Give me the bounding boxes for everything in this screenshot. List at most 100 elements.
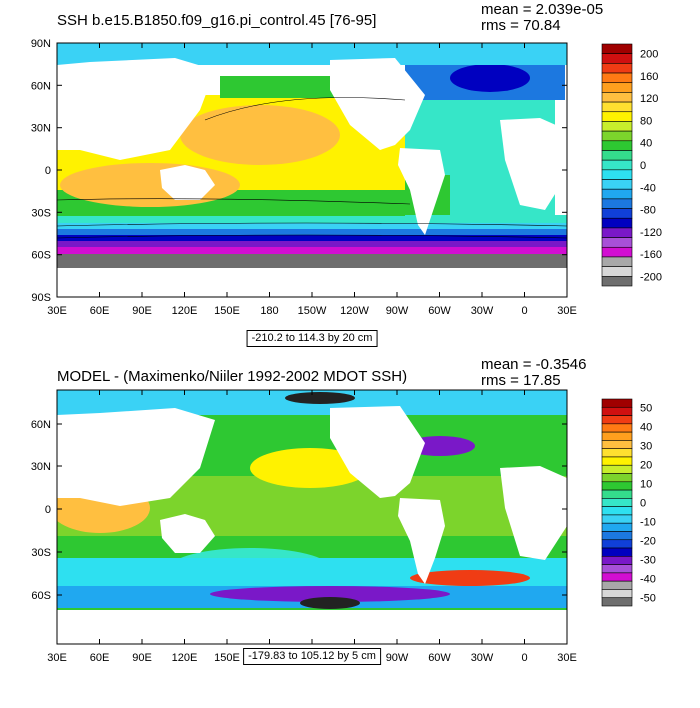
colorbar-swatch	[601, 498, 633, 507]
africa	[500, 466, 567, 560]
lat-tick-label: 90N	[31, 38, 51, 50]
acc-band-lightblue	[57, 222, 567, 229]
colorbar-label: 0	[640, 498, 646, 510]
colorbar-swatch	[601, 580, 633, 590]
lon-tick-label: 30W	[471, 305, 494, 317]
colorbar-label: 200	[640, 49, 658, 61]
contour-line	[57, 198, 411, 205]
lon-tick-label: 30W	[471, 652, 494, 664]
colorbar-swatch	[601, 43, 633, 54]
colorbar-swatch	[601, 92, 633, 103]
acc-band-purple	[57, 240, 567, 247]
latitude-ticks: 60N 30N 0 30S 60S	[31, 419, 567, 602]
contour-line	[204, 97, 406, 121]
lat-tick-label: 90S	[31, 292, 51, 304]
colorbar-swatch	[601, 522, 633, 532]
lon-tick-label: 90W	[386, 305, 409, 317]
lon-tick-label: 60W	[428, 652, 451, 664]
colorbar-swatch	[601, 82, 633, 93]
colorbar-label: -80	[640, 205, 656, 217]
colorbar-swatch	[601, 481, 633, 491]
colorbar-label: 20	[640, 459, 652, 471]
malvinas-anomaly	[410, 570, 530, 586]
north-america	[330, 58, 425, 150]
colorbar-swatch	[601, 398, 633, 408]
colorbar-label: -120	[640, 227, 662, 239]
lat-tick-label: 60N	[31, 419, 51, 431]
colorbar-swatch	[601, 256, 633, 267]
colorbar-swatch	[601, 169, 633, 180]
map-figure: 90N 60N 30N 0 30S 60S 90S 30E 60E 90E 120E 150E 180…	[31, 38, 662, 317]
lon-tick-label: 150E	[214, 652, 240, 664]
colorbar-label: 0	[640, 160, 646, 172]
colorbar-label: 10	[640, 478, 652, 490]
lat-tick-label: 60S	[31, 250, 51, 262]
colorbar-label: -30	[640, 555, 656, 567]
colorbar-label: -200	[640, 271, 662, 283]
colorbar-label: 40	[640, 421, 652, 433]
lon-tick-label: 150E	[214, 305, 240, 317]
colorbar-swatch	[601, 227, 633, 238]
contour-range-label: -179.83 to 105.12 by 5 cm	[243, 648, 381, 665]
colorbar-swatch	[601, 597, 633, 607]
lon-tick-label: 180	[260, 305, 278, 317]
south-america	[398, 148, 445, 235]
lat-tick-label: 30N	[31, 123, 51, 135]
australia	[160, 514, 215, 553]
colorbar-swatch	[601, 63, 633, 74]
lat-tick-label: 0	[45, 504, 51, 516]
colorbar-swatch	[601, 572, 633, 582]
antarctic-dark-anomaly	[300, 597, 360, 609]
lat-tick-label: 30N	[31, 461, 51, 473]
lon-tick-label: 90E	[132, 652, 152, 664]
colorbar-swatch	[601, 150, 633, 161]
acc-band-navy	[57, 234, 567, 241]
ssh-difference-panel-bottom: MODEL - (Maximenko/Niiler 1992-2002 MDOT…	[0, 357, 700, 708]
contour-line	[57, 234, 567, 239]
colorbar-swatch	[601, 415, 633, 425]
map-title: SSH b.e15.B1850.f09_g16.pi_control.45 [7…	[57, 12, 377, 29]
colorbar-swatch	[601, 217, 633, 229]
rms-label: rms = 17.85	[481, 372, 561, 389]
colorbar-label: 120	[640, 93, 658, 105]
colorbar-swatch	[601, 266, 633, 277]
colorbar-swatch	[601, 539, 633, 549]
acc-band-magenta	[57, 246, 567, 254]
colorbar-swatch	[601, 456, 633, 466]
contour-line	[57, 222, 567, 227]
colorbar-swatch	[601, 198, 633, 209]
colorbar-swatch	[601, 440, 633, 449]
colorbar-label: 30	[640, 440, 652, 452]
colorbar-label: -10	[640, 517, 656, 529]
antarctic-low-weddell	[440, 257, 520, 267]
lon-tick-label: 120E	[172, 305, 198, 317]
lon-tick-label: 120E	[172, 652, 198, 664]
lon-tick-label: 60E	[90, 652, 110, 664]
ssh-panel-top: SSH b.e15.B1850.f09_g16.pi_control.45 [7…	[0, 0, 700, 350]
colorbar: 50 40 30 20 10 0 -10 -20 -30 -40 -50	[601, 398, 656, 607]
lat-tick-label: 30S	[31, 207, 51, 219]
lon-tick-label: 30E	[557, 305, 577, 317]
lon-tick-label: 120W	[340, 305, 369, 317]
lat-tick-label: 30S	[31, 547, 51, 559]
colorbar-swatch	[601, 246, 633, 258]
contour-range-label: -210.2 to 114.3 by 20 cm	[246, 330, 378, 347]
north-pacific-anomaly	[250, 448, 370, 488]
lon-tick-label: 60E	[90, 305, 110, 317]
eurasia	[57, 58, 215, 160]
ssh-field	[57, 43, 567, 297]
colorbar-swatch	[601, 506, 633, 516]
ssh-difference-field	[57, 390, 567, 644]
colorbar-label: 80	[640, 115, 652, 127]
colorbar-swatch	[601, 72, 633, 84]
eurasia	[57, 408, 215, 506]
longitude-ticks: 30E60E90E120E150E180150W120W90W60W30W030…	[47, 390, 577, 664]
colorbar-label: -160	[640, 249, 662, 261]
colorbar-swatch	[601, 547, 633, 557]
colorbar-swatch	[601, 464, 633, 474]
lat-tick-label: 0	[45, 165, 51, 177]
lon-tick-label: 60W	[428, 305, 451, 317]
lon-tick-label: 30E	[47, 305, 67, 317]
